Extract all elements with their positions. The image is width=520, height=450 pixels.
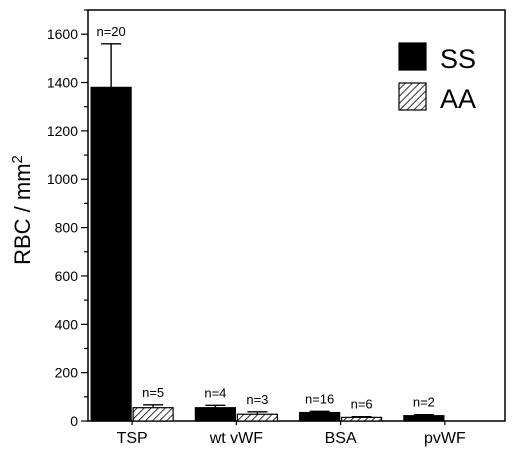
legend-label-SS: SS — [440, 44, 476, 74]
x-tick-label: pvWF — [424, 430, 466, 447]
y-tick-label: 1200 — [47, 123, 78, 139]
y-tick-label: 600 — [55, 268, 79, 284]
y-tick-label: 200 — [55, 365, 79, 381]
n-label: n=16 — [305, 391, 334, 406]
bar-SS-TSP — [90, 86, 132, 422]
n-label: n=20 — [96, 24, 125, 39]
n-label: n=6 — [351, 397, 373, 412]
y-tick-label: 800 — [55, 220, 79, 236]
legend-swatch-AA — [398, 82, 427, 111]
x-tick-label: wt vWF — [209, 430, 264, 447]
bar-SS-pvWF — [403, 415, 445, 422]
bar-AA-wt-vWF — [236, 413, 278, 422]
x-tick-label: BSA — [325, 430, 357, 447]
n-label: n=2 — [413, 395, 435, 410]
y-tick-label: 1000 — [47, 171, 78, 187]
bar-AA-BSA — [341, 416, 383, 422]
bar-SS-wt-vWF — [194, 407, 236, 422]
legend-label-AA: AA — [440, 84, 476, 114]
y-tick-label: 1600 — [47, 26, 78, 42]
bar-SS-BSA — [299, 411, 341, 422]
y-tick-label: 400 — [55, 316, 79, 332]
x-tick-label: TSP — [117, 430, 148, 447]
legend-swatch-SS — [398, 42, 427, 71]
plot-frame — [87, 9, 506, 422]
n-label: n=5 — [142, 385, 164, 400]
n-label: n=3 — [246, 392, 268, 407]
y-tick-label: 0 — [70, 413, 78, 429]
y-axis-label: RBC / mm2 — [9, 155, 35, 265]
bar-AA-TSP — [132, 407, 174, 422]
n-label: n=4 — [204, 385, 226, 400]
y-tick-label: 1400 — [47, 75, 78, 91]
